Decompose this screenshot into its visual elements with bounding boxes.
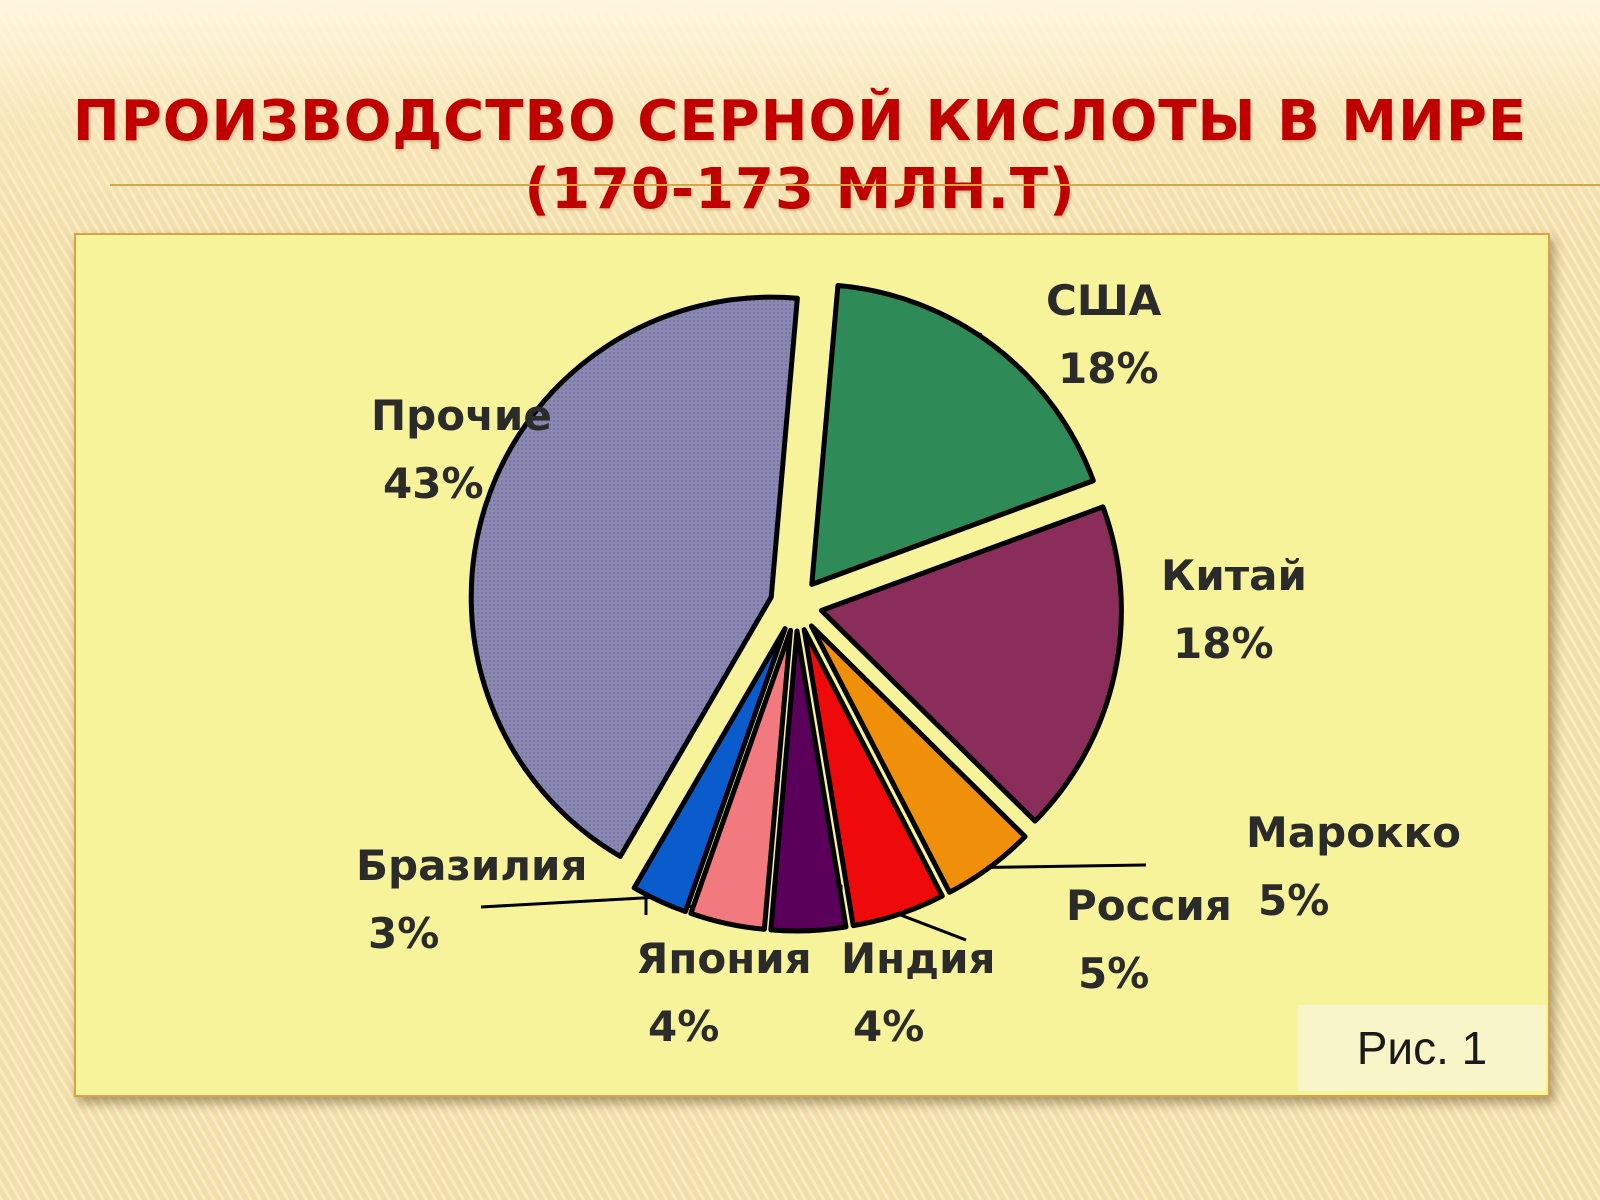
leader-line-3 (989, 863, 1147, 869)
pie-slice-3 (808, 623, 1028, 895)
slice-label-1: США (1046, 276, 1162, 325)
pie-slice-4 (801, 627, 945, 929)
pie-slice-7 (631, 626, 788, 915)
slice-value-8: 43% (383, 459, 484, 508)
slide-title-line2: (170-173 МЛН.Т) (524, 157, 1076, 222)
slice-label-5: Индия (841, 934, 996, 983)
pie-chart: США 18% Китай 18% Марокко 5% Россия 5% Индия 4% Яп… (356, 276, 1461, 1051)
leader-line-4 (898, 912, 967, 942)
slice-label-6: Япония (636, 934, 812, 983)
slice-label-4: Россия (1066, 881, 1232, 930)
slide-title: ПРОИЗВОДСТВО СЕРНОЙ КИСЛОТЫ В МИРЕ (170-… (0, 88, 1600, 224)
slice-value-1: 18% (1058, 344, 1159, 393)
slice-value-2: 18% (1173, 619, 1274, 668)
title-divider (110, 184, 1600, 186)
slice-value-4: 5% (1078, 949, 1149, 998)
slice-value-3: 5% (1258, 876, 1329, 925)
pie-slice-2 (818, 504, 1124, 824)
pie-slice-6 (688, 627, 794, 932)
slice-label-8: Прочие (371, 391, 552, 440)
pie-slice-1 (809, 282, 1096, 587)
figure-caption: Рис. 1 (1298, 1005, 1546, 1091)
pie-chart-panel: США 18% Китай 18% Марокко 5% Россия 5% Индия 4% Яп… (74, 233, 1550, 1097)
slice-label-3: Марокко (1246, 808, 1461, 857)
slice-value-6: 4% (648, 1002, 719, 1051)
slice-label-7: Бразилия (356, 841, 587, 890)
pie-slice-8 (468, 294, 800, 859)
slice-value-7: 3% (368, 909, 439, 958)
slice-label-2: Китай (1161, 551, 1307, 600)
slide-title-line1: ПРОИЗВОДСТВО СЕРНОЙ КИСЛОТЫ В МИРЕ (72, 89, 1528, 154)
slice-value-5: 4% (853, 1002, 924, 1051)
pie-slice-5 (768, 628, 849, 934)
